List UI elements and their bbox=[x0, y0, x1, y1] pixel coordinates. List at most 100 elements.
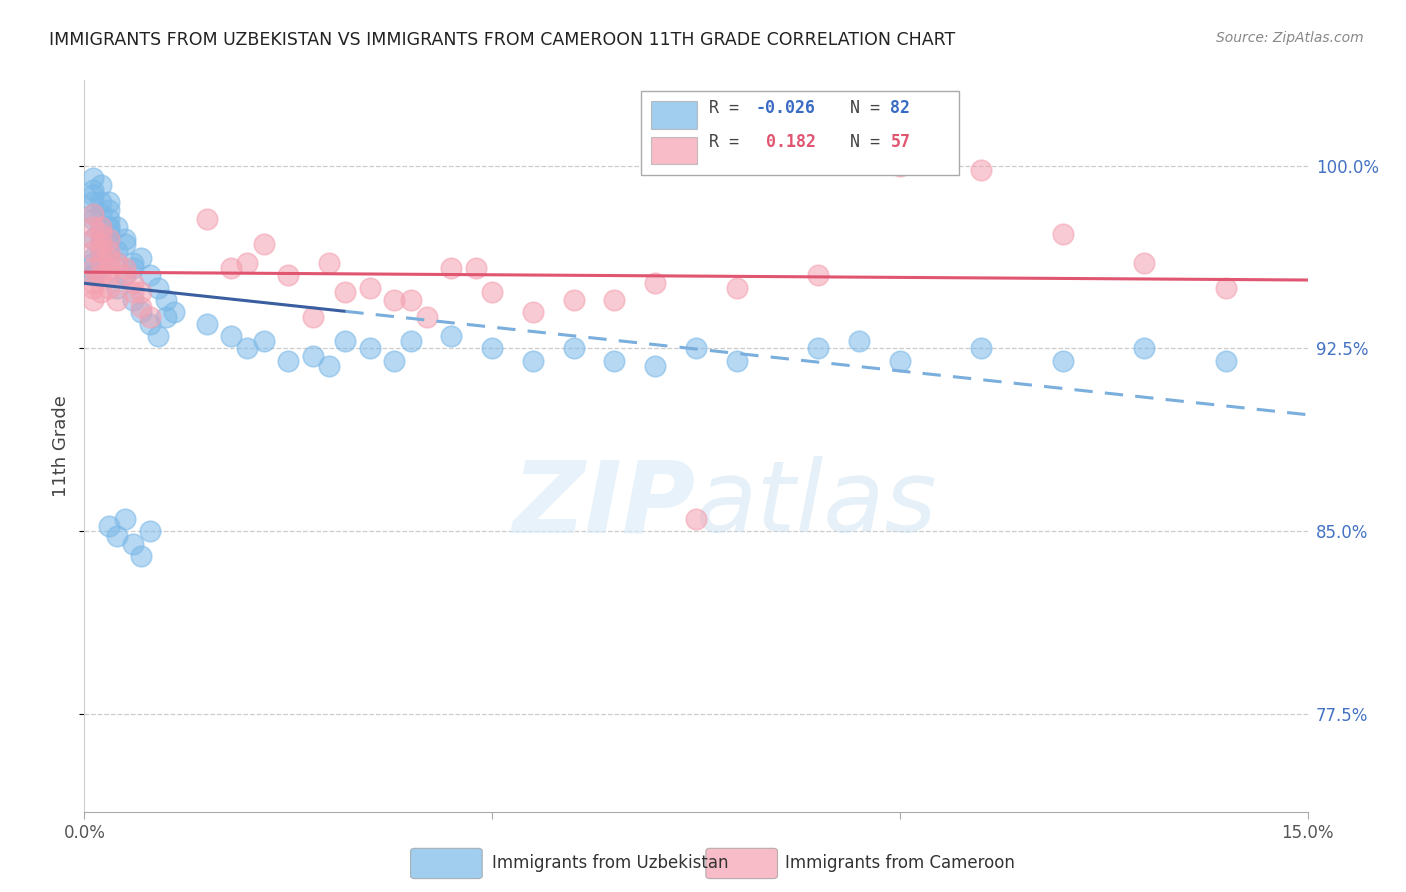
Point bbox=[114, 268, 136, 283]
Point bbox=[97, 244, 120, 258]
Point bbox=[97, 202, 120, 217]
Point bbox=[97, 280, 120, 294]
Point bbox=[82, 268, 104, 283]
Point bbox=[603, 293, 626, 307]
Point bbox=[82, 212, 104, 227]
Point bbox=[603, 353, 626, 368]
Point bbox=[399, 334, 422, 348]
Point bbox=[131, 285, 153, 300]
Text: N =: N = bbox=[851, 133, 890, 151]
Point bbox=[138, 524, 160, 539]
Point bbox=[481, 285, 503, 300]
Point bbox=[97, 219, 120, 234]
Point bbox=[382, 353, 405, 368]
Point bbox=[155, 310, 177, 324]
Point bbox=[105, 529, 128, 543]
Point bbox=[131, 300, 153, 314]
Point bbox=[1215, 353, 1237, 368]
Point bbox=[562, 293, 585, 307]
Point bbox=[82, 207, 104, 221]
Text: -0.026: -0.026 bbox=[756, 99, 815, 117]
Point bbox=[114, 236, 136, 251]
Point bbox=[97, 252, 120, 266]
Point bbox=[97, 219, 120, 234]
Point bbox=[97, 232, 120, 246]
Point bbox=[644, 276, 666, 290]
Point bbox=[90, 227, 112, 241]
Point bbox=[359, 342, 381, 356]
Point bbox=[219, 260, 242, 275]
Point bbox=[90, 236, 112, 251]
Point bbox=[277, 353, 299, 368]
Point bbox=[146, 280, 169, 294]
Point bbox=[138, 310, 160, 324]
Point bbox=[82, 280, 104, 294]
Point bbox=[725, 353, 748, 368]
Text: R =: R = bbox=[710, 99, 749, 117]
Point bbox=[807, 342, 830, 356]
Point bbox=[97, 227, 120, 241]
Point bbox=[807, 268, 830, 283]
Point bbox=[970, 163, 993, 178]
Point bbox=[97, 236, 120, 251]
Point bbox=[114, 260, 136, 275]
Point bbox=[122, 256, 145, 270]
Point bbox=[522, 305, 544, 319]
Point bbox=[105, 244, 128, 258]
Point bbox=[236, 342, 259, 356]
Point bbox=[97, 268, 120, 283]
Point bbox=[301, 310, 323, 324]
Text: N =: N = bbox=[851, 99, 890, 117]
Text: ZIP: ZIP bbox=[513, 456, 696, 553]
Point bbox=[114, 232, 136, 246]
Point bbox=[82, 256, 104, 270]
Point bbox=[82, 252, 104, 266]
Point bbox=[122, 285, 145, 300]
Point bbox=[90, 207, 112, 221]
Text: 0.182: 0.182 bbox=[756, 133, 815, 151]
Point bbox=[82, 244, 104, 258]
Point bbox=[122, 276, 145, 290]
Point bbox=[82, 195, 104, 210]
Point bbox=[97, 232, 120, 246]
Point bbox=[138, 268, 160, 283]
Point bbox=[889, 353, 911, 368]
Point bbox=[82, 170, 104, 185]
Point bbox=[522, 353, 544, 368]
Point bbox=[90, 236, 112, 251]
Point bbox=[335, 285, 357, 300]
Point bbox=[97, 519, 120, 533]
Point bbox=[114, 268, 136, 283]
Point bbox=[1133, 342, 1156, 356]
Y-axis label: 11th Grade: 11th Grade bbox=[52, 395, 70, 497]
Point bbox=[105, 280, 128, 294]
Point bbox=[889, 159, 911, 173]
Point bbox=[195, 317, 218, 331]
Point bbox=[90, 178, 112, 193]
Point bbox=[122, 293, 145, 307]
FancyBboxPatch shape bbox=[651, 102, 697, 129]
Point bbox=[90, 256, 112, 270]
Point bbox=[82, 260, 104, 275]
Point bbox=[82, 183, 104, 197]
Point bbox=[1052, 227, 1074, 241]
Point bbox=[236, 256, 259, 270]
Point bbox=[685, 342, 707, 356]
FancyBboxPatch shape bbox=[651, 136, 697, 164]
Point bbox=[138, 317, 160, 331]
Point bbox=[848, 334, 870, 348]
Point bbox=[90, 232, 112, 246]
Point bbox=[90, 244, 112, 258]
Point bbox=[105, 293, 128, 307]
Text: 82: 82 bbox=[890, 99, 911, 117]
Point bbox=[82, 268, 104, 283]
Point bbox=[105, 256, 128, 270]
Point bbox=[155, 293, 177, 307]
Point bbox=[1215, 280, 1237, 294]
Point bbox=[105, 256, 128, 270]
Point bbox=[416, 310, 439, 324]
Point bbox=[301, 349, 323, 363]
Point bbox=[82, 187, 104, 202]
Point bbox=[725, 280, 748, 294]
Point bbox=[562, 342, 585, 356]
